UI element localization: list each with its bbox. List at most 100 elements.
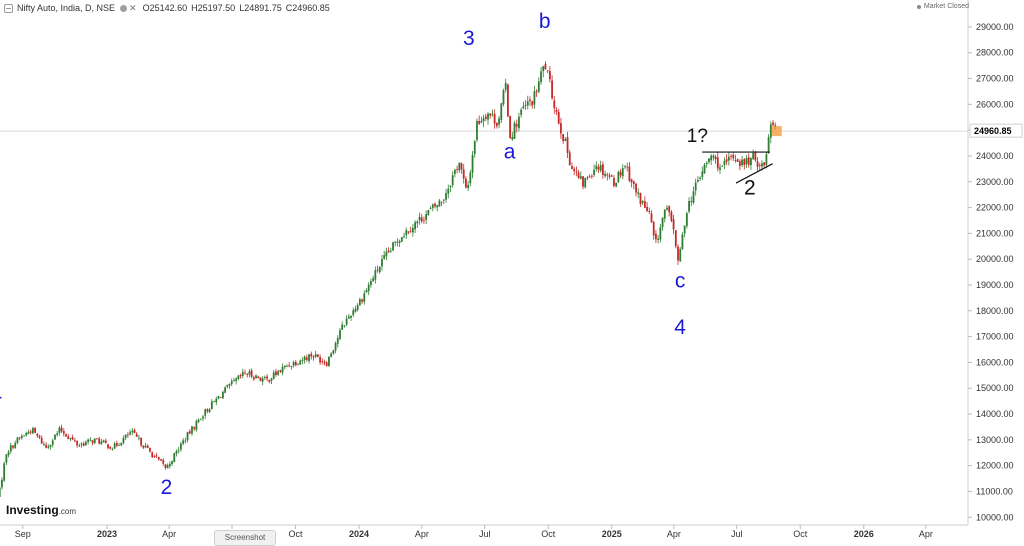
- candle: [685, 211, 688, 229]
- candle: [725, 154, 728, 165]
- wave-label: b: [539, 10, 551, 33]
- candle: [743, 157, 746, 170]
- x-tick-label: Jul: [731, 529, 743, 539]
- candle: [471, 151, 474, 179]
- candle: [96, 437, 98, 440]
- candle: [319, 354, 322, 365]
- candle: [465, 176, 467, 189]
- candle: [107, 443, 109, 450]
- close-icon[interactable]: ✕: [129, 2, 137, 13]
- candle: [714, 154, 717, 164]
- candle: [562, 134, 565, 144]
- wave-label: 1?: [687, 126, 708, 147]
- ohlc-low: L24891.75: [239, 3, 282, 13]
- candle: [237, 374, 240, 381]
- candle: [206, 408, 209, 414]
- candle: [509, 115, 512, 139]
- candle: [526, 95, 529, 110]
- candle: [219, 397, 222, 398]
- candle: [153, 454, 156, 458]
- candle: [98, 436, 101, 445]
- candle: [177, 446, 180, 454]
- candle: [738, 159, 741, 171]
- candle: [672, 214, 675, 235]
- candle: [491, 109, 494, 117]
- y-tick-label: 26000.00: [976, 99, 1014, 109]
- candle: [579, 171, 582, 180]
- candle: [533, 85, 536, 109]
- candle: [484, 113, 487, 122]
- candle: [619, 168, 622, 179]
- candle: [120, 442, 123, 447]
- candle: [45, 442, 48, 449]
- candle: [476, 118, 478, 143]
- candle: [568, 149, 571, 167]
- x-tick-label: 2026: [854, 529, 874, 539]
- candle: [750, 157, 752, 170]
- candle: [29, 429, 32, 435]
- x-tick-label: 2024: [349, 529, 369, 539]
- x-tick-label: Apr: [415, 529, 429, 539]
- candle: [173, 452, 176, 463]
- candle: [111, 447, 114, 451]
- candle: [142, 445, 145, 449]
- candle: [462, 164, 465, 184]
- candle: [716, 152, 719, 172]
- candle: [323, 359, 326, 366]
- candle: [268, 379, 271, 384]
- y-tick-label: 23000.00: [976, 177, 1014, 187]
- candle: [204, 408, 207, 419]
- candle: [129, 429, 131, 436]
- candle: [151, 451, 154, 459]
- candle: [18, 436, 21, 441]
- candle: [89, 437, 92, 442]
- x-tick-label: 2023: [97, 529, 117, 539]
- candle: [160, 459, 162, 462]
- brand-suffix: .com: [58, 507, 77, 516]
- candle: [180, 442, 182, 452]
- candle: [515, 119, 518, 133]
- candle: [535, 89, 538, 97]
- y-tick-label: 11000.00: [976, 486, 1013, 496]
- candle: [71, 434, 74, 441]
- candle: [82, 441, 85, 447]
- candle: [730, 153, 732, 161]
- candle: [522, 101, 525, 110]
- candle: [12, 445, 14, 450]
- candle: [741, 156, 743, 167]
- candle: [674, 230, 677, 249]
- candle: [343, 325, 346, 328]
- wave-label: c: [675, 270, 686, 293]
- collapse-icon[interactable]: [4, 3, 13, 13]
- candle: [710, 153, 713, 166]
- candle: [719, 163, 721, 174]
- candle: [65, 433, 67, 437]
- candle: [434, 202, 436, 209]
- candle: [374, 266, 377, 284]
- candle: [336, 335, 339, 348]
- candle: [275, 368, 277, 377]
- screenshot-button[interactable]: Screenshot: [214, 530, 276, 546]
- candle: [392, 241, 394, 252]
- candle: [14, 440, 17, 449]
- candle: [643, 196, 646, 208]
- candle: [376, 265, 379, 273]
- candle: [58, 426, 61, 436]
- status-dot-icon: [120, 4, 128, 12]
- candle: [511, 131, 514, 141]
- candle: [266, 374, 268, 382]
- candle: [334, 341, 337, 354]
- candle: [758, 162, 761, 171]
- candle: [118, 442, 120, 446]
- candle: [566, 131, 569, 158]
- candle: [555, 107, 558, 116]
- candle: [458, 162, 461, 173]
- candle: [215, 396, 218, 406]
- candle: [657, 235, 660, 244]
- candle: [339, 328, 341, 341]
- candle: [599, 160, 602, 173]
- trendline[interactable]: [735, 163, 773, 184]
- candle: [577, 169, 580, 179]
- brand-logo: Investing.com: [6, 503, 76, 517]
